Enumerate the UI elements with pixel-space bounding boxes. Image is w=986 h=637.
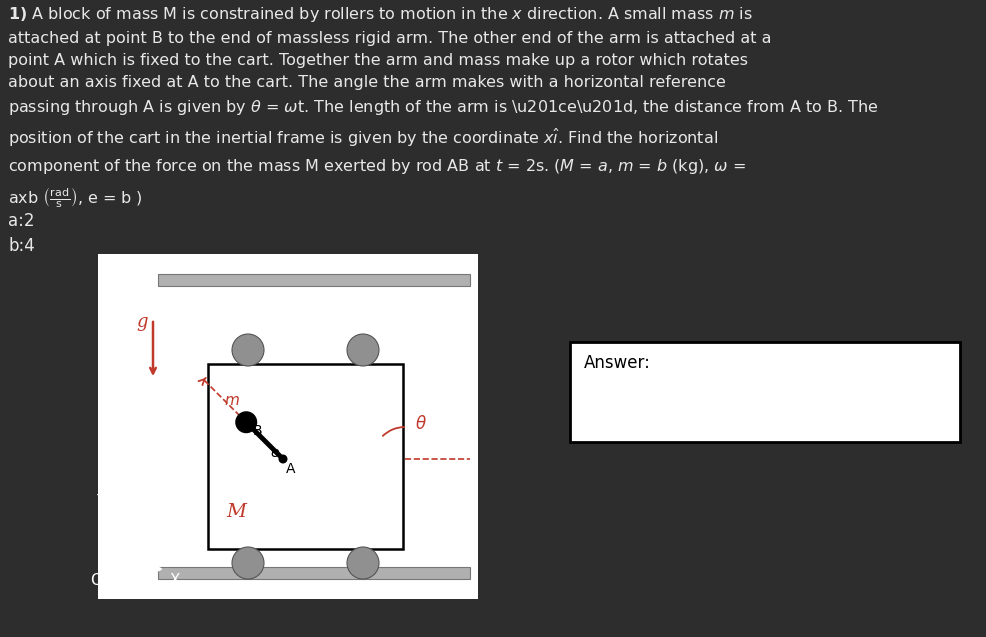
- Text: b:4: b:4: [8, 237, 35, 255]
- Text: B: B: [252, 424, 262, 438]
- Text: A: A: [286, 462, 296, 476]
- Circle shape: [347, 334, 379, 366]
- Text: a:2: a:2: [8, 212, 35, 230]
- Text: $\theta$: $\theta$: [415, 415, 427, 433]
- Bar: [158, 567, 470, 579]
- Text: X: X: [170, 573, 180, 588]
- Bar: [98, 254, 478, 599]
- Circle shape: [232, 334, 264, 366]
- Text: M: M: [226, 503, 246, 521]
- Circle shape: [347, 547, 379, 579]
- Circle shape: [232, 547, 264, 579]
- Text: m: m: [225, 393, 240, 408]
- Text: Answer:: Answer:: [584, 354, 651, 372]
- Text: e: e: [270, 446, 279, 460]
- Text: g: g: [136, 313, 148, 331]
- Text: O: O: [90, 573, 102, 588]
- Bar: [208, 364, 403, 549]
- Circle shape: [236, 412, 257, 433]
- Bar: [570, 342, 960, 442]
- Circle shape: [278, 455, 288, 464]
- Text: Y: Y: [97, 494, 106, 509]
- Bar: [158, 274, 470, 286]
- Text: $\mathbf{1)}$ A block of mass M is constrained by rollers to motion in the $x$ d: $\mathbf{1)}$ A block of mass M is const…: [8, 5, 879, 210]
